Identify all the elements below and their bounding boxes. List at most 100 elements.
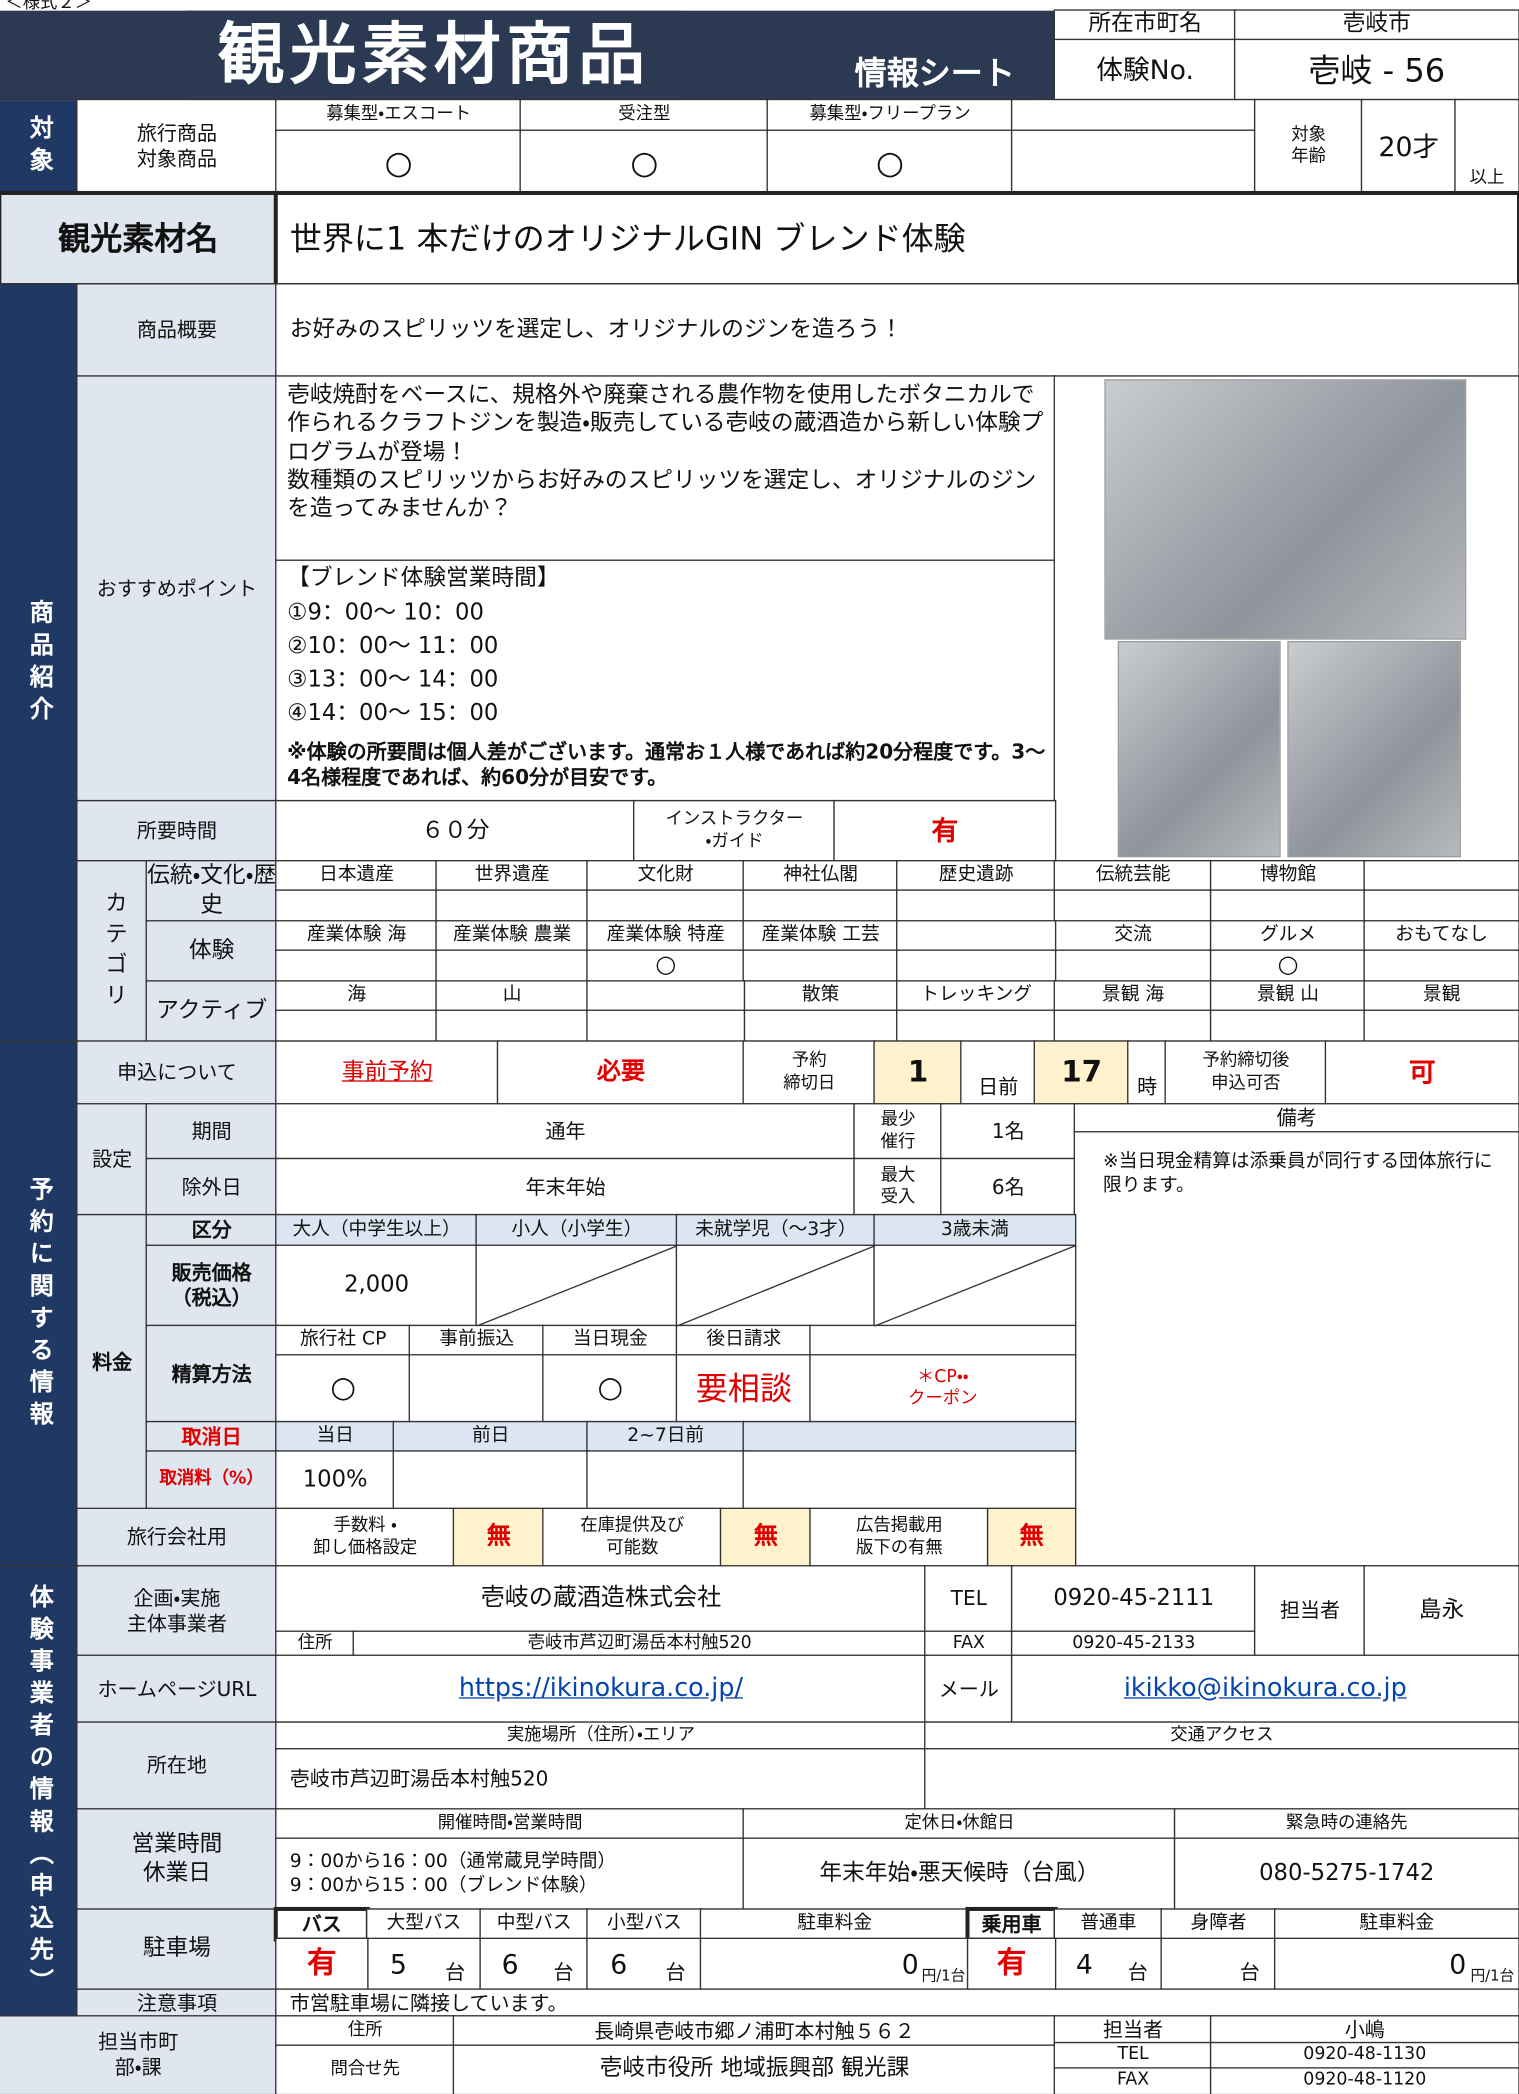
car: 有 — [967, 1938, 1056, 1991]
excluded: 年末年始 — [275, 1158, 856, 1216]
hours: ②10：00～ 11：00 — [287, 632, 499, 660]
class-label: 区分 — [146, 1214, 278, 1247]
hours: ④14：00～ 15：00 — [287, 699, 499, 727]
open: 9：00から16：00（通常蔵見学時間） 9：00から15：00（ブレンド体験） — [275, 1838, 745, 1911]
max-label: 最大 受入 — [853, 1158, 943, 1216]
remarks: ※当日現金精算は添乗員が同行する団体旅行に限ります。 — [1103, 1151, 1493, 1196]
cell — [275, 1010, 438, 1043]
points-text: 壱岐焼酎をベースに、規格外や廃棄される農作物を使用したボタニカルで作られるクラフ… — [275, 375, 1056, 562]
cell — [924, 1748, 1519, 1811]
car-fee: 0 — [1449, 1947, 1467, 1980]
name: アクティブ — [146, 980, 278, 1043]
addr: 壱岐市芦辺町湯岳本村触520 — [353, 1631, 927, 1657]
name: 景観 — [1364, 980, 1519, 1012]
cancel-days: 2~7日前 — [586, 1421, 745, 1453]
mail[interactable]: ikikko@ikinokura.co.jp — [1011, 1655, 1519, 1724]
note: ※体験の所要間は個人差がございます。通常お１人様であれば約20分程度です。3～4… — [287, 739, 1046, 789]
cell — [700, 1938, 969, 1991]
cell — [366, 1938, 482, 1991]
car-label: 乗用車 — [966, 1907, 1057, 1942]
cell — [809, 1325, 1076, 1357]
count: 5 — [389, 1947, 407, 1980]
cell — [1011, 99, 1256, 132]
name: 広告掲載用 版下の有無 — [809, 1508, 989, 1568]
age-suffix: 以上 — [1454, 99, 1519, 195]
count: 6 — [610, 1947, 628, 1980]
place-label: 実施場所（住所）・エリア — [275, 1721, 927, 1751]
cell — [1274, 1938, 1519, 1991]
name: 事前振込 — [409, 1325, 545, 1357]
name: 旅行社 CP — [275, 1325, 411, 1357]
name: 世界遺産 — [436, 860, 589, 892]
mail-label: メール — [924, 1655, 1013, 1724]
diagonal — [874, 1245, 1076, 1327]
emergency-label: 緊急時の連絡先 — [1174, 1808, 1519, 1840]
cell — [275, 950, 438, 983]
mark: ○ — [520, 130, 769, 195]
count: 6 — [501, 1947, 519, 1980]
setting-label: 設定 — [76, 1103, 148, 1216]
addr-label: 住所 — [275, 2015, 455, 2047]
label: 旅行商品 対象商品 — [76, 99, 278, 195]
cell — [409, 1354, 545, 1423]
cell — [743, 1450, 1076, 1510]
name: おもてなし — [1364, 920, 1519, 952]
after-label: 予約締切後 申込可否 — [1165, 1040, 1327, 1106]
label: カテゴリ — [76, 860, 148, 1043]
form-label: ＜様式２＞ — [5, 0, 93, 14]
apply-label: 申込について — [76, 1040, 278, 1106]
tel-label: TEL — [924, 1565, 1013, 1633]
min-label: 最少 催行 — [853, 1103, 943, 1160]
fax-label: FAX — [1054, 2067, 1212, 2094]
cell — [1364, 860, 1519, 892]
name: 歴史遺跡 — [896, 860, 1056, 892]
cell — [1364, 950, 1519, 983]
name: 伝統芸能 — [1054, 860, 1212, 892]
days-unit: 日前 — [960, 1040, 1036, 1106]
cell — [896, 920, 1056, 952]
unit: 台 — [665, 1960, 686, 1985]
fax-label: FAX — [924, 1631, 1013, 1657]
diagonal — [676, 1245, 875, 1327]
period: 通年 — [275, 1103, 856, 1160]
tel: 0920-45-2111 — [1011, 1565, 1256, 1633]
name: 普通車 — [1054, 1908, 1163, 1940]
classes: 小人（小学生） — [476, 1214, 678, 1247]
name: 産業体験 特産 — [586, 920, 745, 952]
name: 海 — [275, 980, 438, 1012]
name: 散策 — [743, 980, 899, 1012]
cell — [743, 1010, 899, 1043]
url[interactable]: https://ikinokura.co.jp/ — [275, 1655, 927, 1724]
name: 募集型・エスコート — [275, 99, 522, 132]
notes-label: 注意事項 — [76, 1989, 278, 2018]
tel: 0920-48-1130 — [1210, 2042, 1519, 2070]
cell — [1054, 1010, 1212, 1043]
mark: ○ — [586, 950, 745, 983]
name: 博物館 — [1210, 860, 1366, 892]
classes: 未就学児（～3才） — [676, 1214, 876, 1247]
cell — [436, 950, 589, 983]
duration: ６０分 — [275, 800, 635, 863]
name: 産業体験 農業 — [436, 920, 589, 952]
excluded-label: 除外日 — [146, 1158, 278, 1216]
name: 大型バス — [366, 1908, 482, 1940]
notes: 市営駐車場に隣接しています。 — [275, 1989, 1519, 2018]
cell — [586, 890, 745, 923]
no: 壱岐 - 56 — [1234, 39, 1519, 101]
parking-label: 駐車場 — [76, 1908, 278, 1991]
bus-label: バス — [274, 1907, 370, 1942]
cell — [896, 950, 1056, 983]
cancel-fee-label: 取消料（%） — [146, 1450, 278, 1510]
name: 産業体験 工芸 — [743, 920, 899, 952]
required: 必要 — [497, 1040, 745, 1106]
fee-unit: 円/1台 — [921, 1967, 966, 1985]
label: 担当市町 部・課 — [0, 2015, 278, 2094]
person: 小嶋 — [1210, 2015, 1519, 2044]
classes: 3歳未満 — [874, 1214, 1076, 1247]
cell — [1210, 1010, 1366, 1043]
age: 20才 — [1361, 99, 1457, 195]
agency-label: 旅行会社用 — [76, 1508, 278, 1568]
cell — [586, 1938, 702, 1991]
